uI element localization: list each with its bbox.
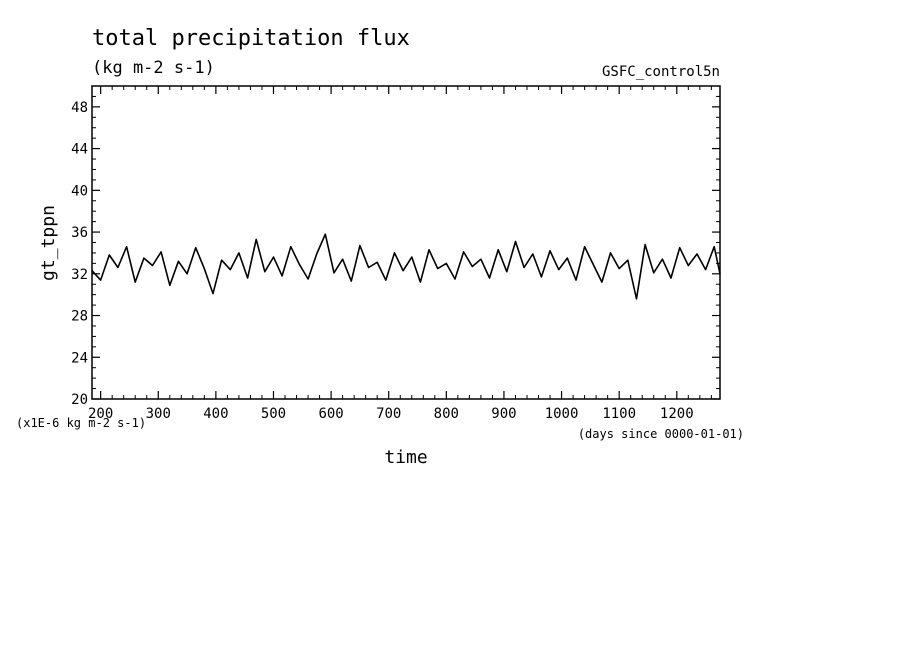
experiment-label: GSFC_control5n bbox=[602, 64, 720, 80]
y-tick-label: 40 bbox=[71, 183, 88, 199]
x-tick-label: 900 bbox=[491, 406, 516, 422]
x-tick-label: 1000 bbox=[545, 406, 579, 422]
y-tick-label: 32 bbox=[71, 267, 88, 283]
y-tick-label: 36 bbox=[71, 225, 88, 241]
y-tick-label: 20 bbox=[71, 392, 88, 408]
y-axis-label: gt_tppn bbox=[38, 205, 59, 281]
x-unit-note: (days since 0000-01-01) bbox=[578, 427, 744, 441]
y-tick-label: 44 bbox=[71, 142, 88, 158]
x-axis: 200 300 400 500 600 700 800 900 1000 1100 1200 bbox=[88, 86, 712, 422]
x-axis-label: time bbox=[384, 447, 427, 468]
x-tick-label: 500 bbox=[261, 406, 286, 422]
x-tick-label: 1200 bbox=[660, 406, 694, 422]
x-tick-label: 1100 bbox=[602, 406, 636, 422]
x-tick-label: 800 bbox=[434, 406, 459, 422]
y-tick-label: 28 bbox=[71, 309, 88, 325]
x-tick-label: 700 bbox=[376, 406, 401, 422]
x-tick-label: 400 bbox=[203, 406, 228, 422]
y-tick-label: 24 bbox=[71, 350, 88, 366]
y-axis: 20 24 28 32 36 40 44 48 bbox=[71, 85, 720, 408]
plot-frame bbox=[91, 85, 721, 400]
y-unit-note: (x1E-6 kg m-2 s-1) bbox=[16, 416, 146, 430]
series-line bbox=[91, 233, 721, 300]
chart-subtitle: (kg m-2 s-1) bbox=[92, 58, 215, 78]
x-tick-label: 300 bbox=[146, 406, 171, 422]
x-tick-label: 600 bbox=[318, 406, 343, 422]
y-tick-label: 48 bbox=[71, 100, 88, 116]
chart-title: total precipitation flux bbox=[92, 26, 410, 51]
x-tick-label: 200 bbox=[88, 406, 113, 422]
